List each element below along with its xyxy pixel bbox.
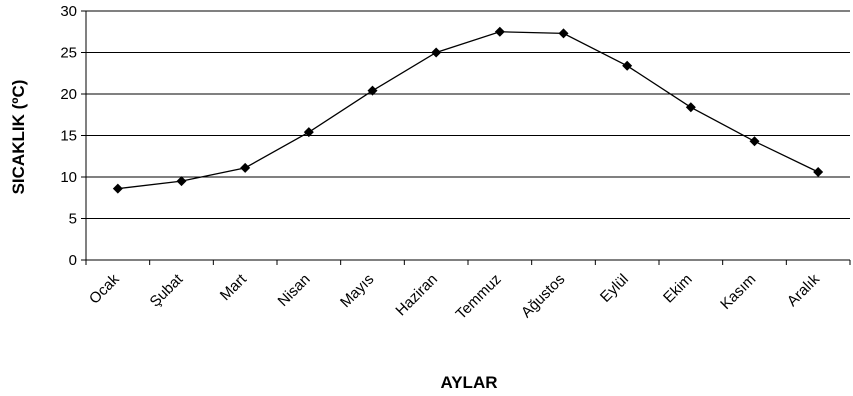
y-tick-label: 30 <box>60 3 77 20</box>
data-point-marker <box>240 162 251 173</box>
series-temperature <box>112 26 824 194</box>
data-point-marker <box>685 102 696 113</box>
axes <box>81 10 851 265</box>
x-tick-label: Aralık <box>784 270 823 309</box>
x-tick-label: Ağustos <box>518 271 568 321</box>
data-point-marker <box>367 85 378 96</box>
data-point-marker <box>431 47 442 58</box>
y-tick-label: 10 <box>60 169 77 186</box>
y-tick-label: 15 <box>60 128 77 145</box>
data-point-marker <box>112 183 123 194</box>
data-point-marker <box>749 136 760 147</box>
y-tick-label: 20 <box>60 86 77 103</box>
x-tick-label: Mart <box>217 270 251 304</box>
y-tick-label: 5 <box>69 211 77 228</box>
data-point-marker <box>813 167 824 178</box>
y-tick-label: 0 <box>69 252 77 269</box>
x-tick-label: Ocak <box>86 270 123 307</box>
x-tick-label: Eylül <box>597 271 632 306</box>
y-tick-label: 25 <box>60 45 77 62</box>
series-line <box>117 31 819 190</box>
data-point-marker <box>303 127 314 138</box>
x-tick-label: Ekim <box>660 271 696 307</box>
x-tick-label: Kasım <box>717 271 759 313</box>
x-tick-label: Mayıs <box>337 271 377 311</box>
gridlines <box>86 10 850 219</box>
x-tick-label: Nisan <box>275 271 314 310</box>
y-axis-title: SICAKLIK (ºC) <box>9 80 28 195</box>
x-tick-labels: Ocak Şubat Mart Nisan Mayıs Haziran Temmuz Ağus… <box>86 270 823 323</box>
x-tick-label: Temmuz <box>453 271 505 323</box>
data-point-marker <box>494 26 505 37</box>
x-tick-label: Şubat <box>147 270 187 310</box>
x-tick-label: Haziran <box>392 271 441 320</box>
data-point-marker <box>176 176 187 187</box>
data-point-marker <box>558 28 569 39</box>
y-tick-labels: 0 5 10 15 20 25 30 <box>60 3 77 269</box>
x-axis-title: AYLAR <box>441 373 498 392</box>
data-point-marker <box>622 60 633 71</box>
